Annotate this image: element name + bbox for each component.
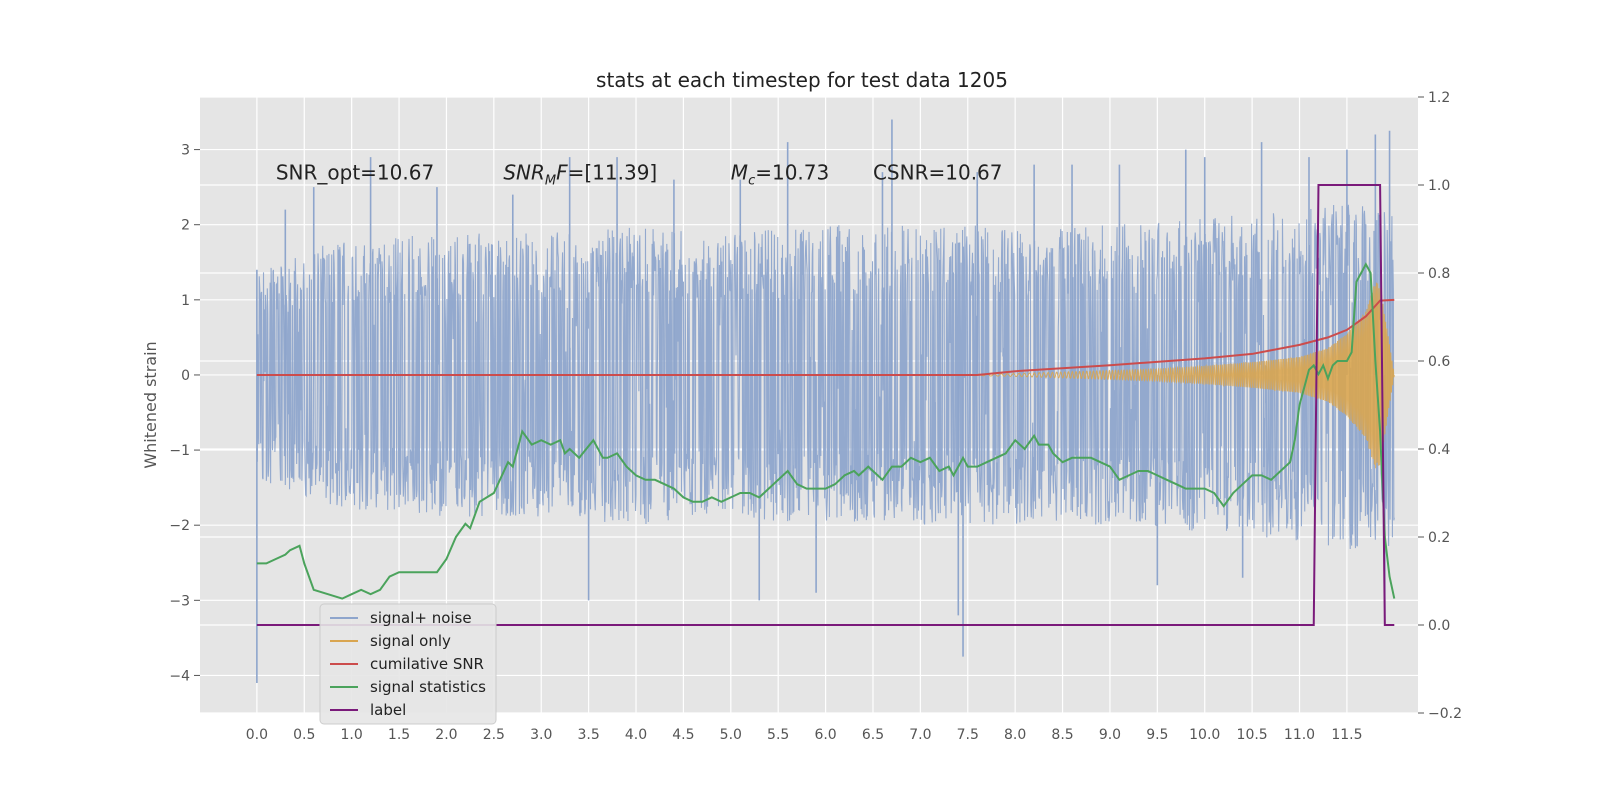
annotation-text: SNRMF=[11.39] xyxy=(503,161,657,189)
legend-label: signal statistics xyxy=(370,678,486,696)
signal-noise-line xyxy=(256,195,1395,549)
y-axis: 3 2 1 0 −1 −2 −3 −4 xyxy=(169,143,200,684)
x-tick-label: 4.5 xyxy=(672,727,694,743)
x-tick-label: 10.0 xyxy=(1189,727,1220,743)
y-tick-label: 3 xyxy=(181,143,190,159)
chart-title: stats at each timestep for test data 120… xyxy=(596,68,1008,92)
label-line xyxy=(256,184,1395,626)
x-tick-label: 2.5 xyxy=(483,727,505,743)
y-tick-label: 2 xyxy=(181,218,190,234)
signal-noise-series xyxy=(256,119,1395,683)
legend: signal+ noise signal only cumilative SNR si… xyxy=(319,603,497,725)
legend-box xyxy=(319,603,497,725)
x-tick-label: 3.5 xyxy=(577,727,599,743)
y2-tick-label: 0.8 xyxy=(1428,266,1450,282)
x-tick-label: 1.0 xyxy=(341,727,363,743)
x-tick-label: 11.0 xyxy=(1284,727,1315,743)
x-axis: 0.0 0.5 1.0 1.5 2.0 2.5 3.0 3.5 4.0 4.5 5.0 5.5 6.0 6… xyxy=(246,727,1363,743)
x-tick-label: 10.5 xyxy=(1237,727,1268,743)
annotation-text: CSNR=10.67 xyxy=(873,161,1003,185)
legend-label: label xyxy=(370,701,406,719)
x-tick-label: 5.0 xyxy=(720,727,742,743)
x-tick-label: 6.5 xyxy=(862,727,884,743)
y-tick-label: 1 xyxy=(181,293,190,309)
signal-noise-spikes xyxy=(256,119,1391,683)
x-tick-label: 7.0 xyxy=(909,727,931,743)
x-tick-label: 7.5 xyxy=(957,727,979,743)
y-tick-label: 0 xyxy=(181,368,190,384)
x-tick-label: 5.5 xyxy=(767,727,789,743)
signal-only-line xyxy=(967,282,1395,469)
y2-axis: 1.2 1.0 0.8 0.6 0.4 0.2 0.0 −0.2 xyxy=(1418,90,1462,722)
x-tick-label: 8.0 xyxy=(1004,727,1026,743)
x-tick-label: 6.0 xyxy=(814,727,836,743)
y2-tick-label: 1.2 xyxy=(1428,90,1450,106)
legend-label: signal only xyxy=(370,632,451,650)
x-tick-label: 0.5 xyxy=(293,727,315,743)
y-tick-label: −3 xyxy=(169,593,190,609)
x-tick-label: 8.5 xyxy=(1051,727,1073,743)
y-tick-label: −1 xyxy=(169,443,190,459)
y-tick-label: −2 xyxy=(169,518,190,534)
x-tick-label: 2.0 xyxy=(435,727,457,743)
y2-tick-label: 1.0 xyxy=(1428,178,1450,194)
y-tick-label: −4 xyxy=(169,668,190,684)
x-tick-label: 4.0 xyxy=(625,727,647,743)
y-axis-label: Whitened strain xyxy=(141,341,160,468)
annotations: SNR_opt=10.67 SNRMF=[11.39] Mc=10.73 CSNR=1… xyxy=(276,161,1003,189)
cumilative-snr-line xyxy=(256,298,1395,376)
annotation-text: SNR_opt=10.67 xyxy=(276,161,434,185)
legend-label: signal+ noise xyxy=(370,609,472,627)
signal-statistics-line xyxy=(256,262,1396,600)
legend-label: cumilative SNR xyxy=(370,655,484,673)
x-tick-label: 0.0 xyxy=(246,727,268,743)
x-tick-label: 3.0 xyxy=(530,727,552,743)
x-tick-label: 9.5 xyxy=(1146,727,1168,743)
x-tick-label: 11.5 xyxy=(1331,727,1362,743)
annotation-text: Mc=10.73 xyxy=(731,161,829,189)
x-tick-label: 9.0 xyxy=(1099,727,1121,743)
y2-tick-label: 0.0 xyxy=(1428,618,1450,634)
y2-tick-label: 0.6 xyxy=(1428,354,1450,370)
line-series xyxy=(256,184,1396,626)
y2-tick-label: 0.4 xyxy=(1428,442,1450,458)
y2-tick-label: −0.2 xyxy=(1428,706,1462,722)
y2-tick-label: 0.2 xyxy=(1428,530,1450,546)
x-tick-label: 1.5 xyxy=(388,727,410,743)
